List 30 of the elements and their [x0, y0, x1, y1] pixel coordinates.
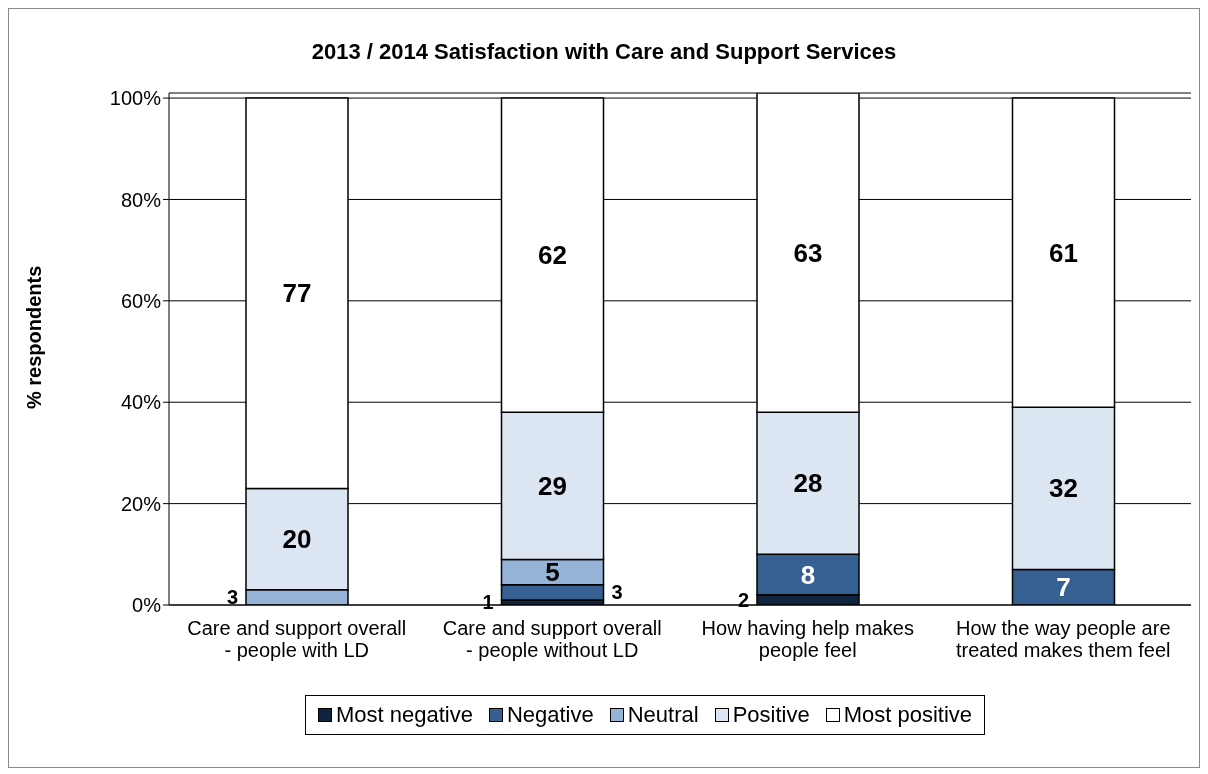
x-tick-label: Care and support overall - people without LD: [442, 617, 662, 661]
legend-label: Most negative: [334, 702, 473, 728]
legend-label: Most positive: [842, 702, 973, 728]
x-tick-label: How having help makes people feel: [701, 617, 914, 661]
data-label: 32: [1049, 473, 1078, 504]
data-label: 63: [793, 237, 823, 268]
data-label: 7: [1056, 572, 1071, 603]
x-tick-label: How the way people are treated makes them feel: [955, 617, 1171, 661]
data-label: 29: [538, 470, 567, 501]
data-label: 3: [611, 581, 623, 604]
y-tick-label: 20%: [120, 492, 162, 515]
legend-label: Positive: [731, 702, 810, 728]
y-tick-label: 80%: [120, 188, 162, 211]
data-label: 77: [282, 278, 312, 309]
data-label: 5: [545, 557, 560, 588]
y-tick-label: 100%: [109, 87, 162, 110]
data-label: 8: [800, 559, 816, 590]
data-label: 20: [282, 524, 312, 555]
x-tick-label: Care and support overall - people with LD: [187, 617, 407, 661]
y-tick-label: 0%: [132, 594, 162, 617]
y-tick-label: 60%: [120, 289, 162, 312]
data-label: 61: [1049, 237, 1078, 268]
data-label: 62: [538, 240, 567, 271]
data-label: 3: [226, 586, 238, 609]
legend-label: Negative: [505, 702, 594, 728]
legend-label: Neutral: [626, 702, 699, 728]
y-axis-title: % respondents: [23, 265, 46, 409]
y-tick-label: 40%: [120, 391, 162, 414]
data-label: 28: [793, 468, 823, 499]
chart-title: 2013 / 2014 Satisfaction with Care and Support Services: [310, 39, 898, 65]
